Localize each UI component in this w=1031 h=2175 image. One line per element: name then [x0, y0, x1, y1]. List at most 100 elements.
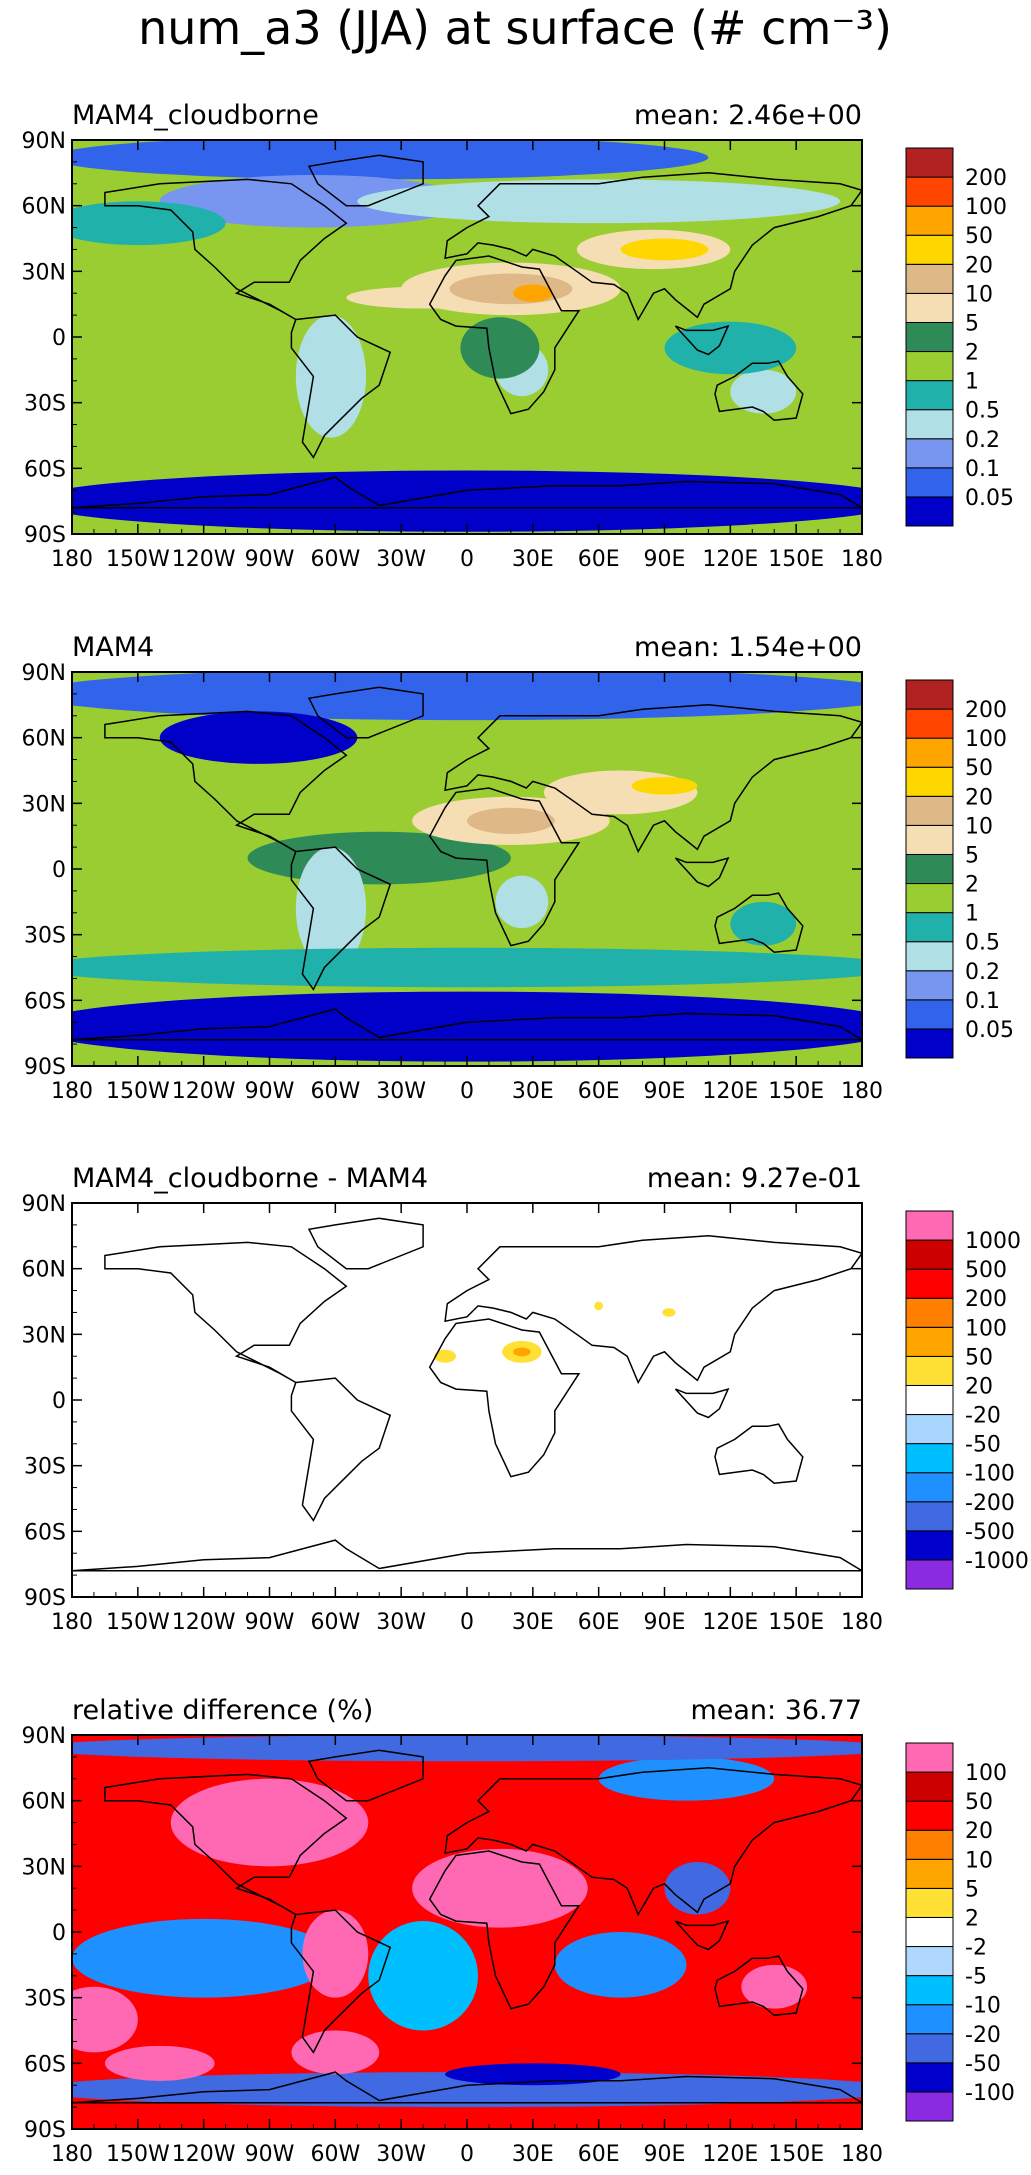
coastline: [290, 1909, 392, 2054]
colorbar-label: 200: [965, 166, 1007, 191]
y-tick-label: 90N: [22, 1192, 66, 1217]
map-region: [159, 711, 358, 764]
colorbar-label: 5: [965, 1877, 979, 1902]
y-tick-label: 60N: [22, 727, 66, 752]
coastline: [674, 856, 730, 888]
x-tick-label: 180: [841, 547, 883, 572]
y-tick-label: 60S: [24, 457, 66, 482]
colorbar-label: 100: [965, 1316, 1007, 1341]
colorbar: 0.05 0.1 0.2 0.5 1 2 5 10 20 50 100 200: [905, 679, 1014, 1059]
coastline: [307, 686, 424, 739]
colorbar-label: 5: [965, 843, 979, 868]
colorbar-swatch: [905, 1916, 954, 1948]
colorbar-swatch: [905, 1472, 954, 1503]
colorbar-label: 100: [965, 1761, 1007, 1786]
colorbar-label: 0.5: [965, 931, 1000, 956]
colorbar-label: 1: [965, 902, 979, 927]
x-tick-label: 60W: [310, 2142, 360, 2167]
x-tick-label: 90E: [644, 2142, 686, 2167]
colorbar-label: -20: [965, 1404, 1001, 1429]
colorbar-label: 50: [965, 1790, 993, 1815]
colorbar-swatch: [905, 679, 954, 710]
panel-title: MAM4: [72, 632, 154, 663]
map-field: [72, 1203, 862, 1597]
map-region: [598, 1756, 775, 1801]
x-tick-label: 60E: [578, 2142, 620, 2167]
coastline: [444, 172, 862, 322]
colorbar-label: 0.2: [965, 960, 1000, 985]
colorbar-swatch: [905, 1559, 954, 1590]
colorbar-label: 2: [965, 873, 979, 898]
coastline: [674, 324, 730, 356]
coastline: [674, 1387, 730, 1419]
x-tick-label: 180: [51, 1610, 93, 1635]
map-region: [295, 847, 367, 970]
x-tick-label: 180: [841, 2142, 883, 2167]
coastline: [714, 1955, 804, 2016]
map-region: [302, 1910, 369, 1998]
colorbar-swatch: [905, 708, 954, 739]
map-region: [72, 140, 709, 180]
panel-title: relative difference (%): [72, 1695, 373, 1726]
map-region: [662, 1308, 676, 1317]
figure-title: num_a3 (JJA) at surface (# cm⁻³): [138, 1, 892, 55]
x-tick-label: 60W: [310, 547, 360, 572]
colorbar-swatch: [905, 1742, 954, 1773]
y-tick-label: 30S: [24, 1455, 66, 1480]
x-tick-label: 150W: [106, 547, 170, 572]
map-region: [291, 2030, 380, 2075]
x-tick-label: 30W: [376, 1079, 426, 1104]
y-axis: 90N 60N 30N 0 30S 60S 90S: [22, 1192, 862, 1611]
colorbar-label: 10: [965, 814, 993, 839]
x-tick-label: 90E: [644, 1610, 686, 1635]
map-region: [72, 1918, 336, 1998]
colorbar-label: 10: [965, 1848, 993, 1873]
x-tick-label: 60E: [578, 1079, 620, 1104]
x-tick-label: 0: [460, 1079, 474, 1104]
y-tick-label: 60S: [24, 1520, 66, 1545]
colorbar: -1000 -500 -200 -100 -50 -20 20 50 100 200 500 1000: [905, 1210, 1029, 1590]
colorbar-label: 50: [965, 756, 993, 781]
x-tick-label: 30W: [376, 2142, 426, 2167]
panel-4: relative difference (%) mean: 36.77 180 150…: [22, 1695, 1015, 2167]
colorbar-swatch: [905, 2004, 954, 2035]
colorbar-label: 200: [965, 1287, 1007, 1312]
colorbar-label: -1000: [965, 1549, 1029, 1574]
colorbar-label: 20: [965, 1374, 993, 1399]
y-tick-label: 30S: [24, 1987, 66, 2012]
colorbar-label: -50: [965, 2052, 1001, 2077]
x-tick-label: 180: [51, 2142, 93, 2167]
x-tick-label: 90W: [245, 2142, 295, 2167]
colorbar-label: 5: [965, 311, 979, 336]
colorbar-swatch: [905, 824, 954, 855]
y-axis: 90N 60N 30N 0 30S 60S 90S: [22, 1724, 862, 2143]
x-tick-label: 180: [841, 1610, 883, 1635]
map-field: [72, 1735, 862, 2129]
colorbar-swatch: [905, 1443, 954, 1474]
colorbar-swatch: [905, 1268, 954, 1299]
coastline: [290, 1377, 392, 1522]
x-tick-label: 60E: [578, 1610, 620, 1635]
coastline: [444, 1767, 862, 1917]
colorbar-swatch: [905, 737, 954, 768]
map-region: [664, 1861, 731, 1915]
colorbar-label: -500: [965, 1520, 1015, 1545]
x-tick-label: 120W: [172, 1079, 236, 1104]
colorbar-label: 1000: [965, 1229, 1021, 1254]
colorbar-label: -200: [965, 1491, 1015, 1516]
x-tick-label: 180: [51, 547, 93, 572]
map-region: [72, 201, 226, 246]
x-tick-label: 30E: [512, 547, 554, 572]
colorbar-swatch: [905, 912, 954, 943]
colorbar-label: 0.05: [965, 486, 1014, 511]
y-tick-label: 0: [52, 326, 66, 351]
colorbar-swatch: [905, 351, 954, 382]
x-tick-label: 60E: [578, 547, 620, 572]
colorbar-swatch: [905, 1887, 954, 1918]
x-axis: 180 150W 120W 90W 60W 30W 0 30E 60E 90E 120E 150E 18…: [51, 672, 883, 1104]
y-tick-label: 30N: [22, 792, 66, 817]
colorbar-label: 2: [965, 341, 979, 366]
colorbar-label: 2: [965, 1906, 979, 1931]
map-region: [513, 284, 553, 302]
x-axis: 180 150W 120W 90W 60W 30W 0 30E 60E 90E 120E 150E 18…: [51, 1735, 883, 2167]
